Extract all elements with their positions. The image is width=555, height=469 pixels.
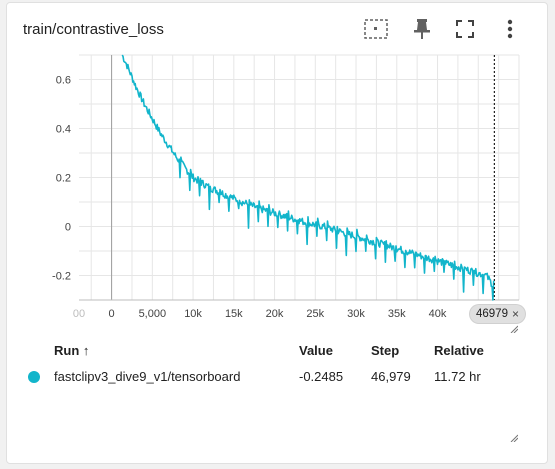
step-chip: 46979 × <box>470 305 525 323</box>
fullscreen-button[interactable] <box>451 15 479 43</box>
x-tick-label: 20k <box>266 308 284 320</box>
col-header-run[interactable]: Run ↑ <box>54 343 90 358</box>
y-tick-label: 0.6 <box>56 75 71 87</box>
x-tick-label: 30k <box>347 308 365 320</box>
pin-icon <box>414 19 430 39</box>
x-tick-label: 00 <box>73 308 85 320</box>
col-header-value[interactable]: Value <box>299 343 333 358</box>
card-title: train/contrastive_loss <box>23 21 164 38</box>
x-tick-label: 15k <box>225 308 243 320</box>
series-line <box>121 54 495 301</box>
fullscreen-icon <box>456 20 474 38</box>
run-name: fastclipv3_dive9_v1/tensorboard <box>54 369 241 384</box>
chart-resize-handle-icon[interactable] <box>510 325 518 333</box>
card-resize-handle-icon[interactable] <box>510 434 518 442</box>
line-chart[interactable]: 0.60.40.20-0.200 0 5,000 10k 15k 20k 25k 30k 35k… <box>7 3 547 333</box>
run-color-swatch <box>28 371 40 383</box>
x-tick-label: 10k <box>184 308 202 320</box>
step-chip-close-icon[interactable]: × <box>511 307 519 321</box>
y-tick-label: 0.4 <box>56 124 71 136</box>
more-vert-icon <box>507 19 513 39</box>
pin-button[interactable] <box>408 15 436 43</box>
more-options-button[interactable] <box>496 15 524 43</box>
run-relative: 11.72 hr <box>434 369 481 384</box>
x-tick-label: 35k <box>388 308 406 320</box>
fit-domain-button[interactable] <box>362 15 390 43</box>
fit-to-data-icon <box>364 19 388 39</box>
col-header-step[interactable]: Step <box>371 343 400 358</box>
x-tick-label: 40k <box>429 308 447 320</box>
step-chip-label: 46979 <box>476 308 508 320</box>
x-tick-label: 0 <box>109 308 115 320</box>
x-tick-label: 25k <box>306 308 324 320</box>
run-step: 46,979 <box>371 369 411 384</box>
run-value: -0.2485 <box>299 369 344 384</box>
col-header-relative[interactable]: Relative <box>434 343 484 358</box>
y-tick-label: 0 <box>65 222 71 234</box>
y-tick-label: 0.2 <box>56 173 71 185</box>
y-tick-label: -0.2 <box>52 271 71 283</box>
scalar-card: train/contrastive_loss 0.6 0.4 0.2 0 -0.2 00 0… <box>6 2 548 464</box>
x-tick-label: 5,000 <box>139 308 167 320</box>
